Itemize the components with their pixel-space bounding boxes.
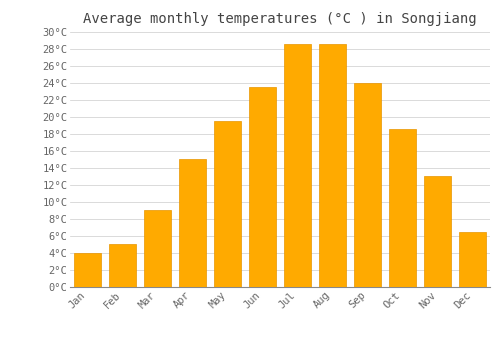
Bar [424,176,450,287]
Bar [180,159,206,287]
Bar [144,210,171,287]
Bar [390,130,415,287]
Bar [74,253,101,287]
Bar [354,83,380,287]
Bar [320,44,345,287]
Bar [250,87,276,287]
Bar [214,121,240,287]
Bar [284,44,310,287]
Bar [110,244,136,287]
Bar [460,232,485,287]
Title: Average monthly temperatures (°C ) in Songjiang: Average monthly temperatures (°C ) in So… [83,12,477,26]
